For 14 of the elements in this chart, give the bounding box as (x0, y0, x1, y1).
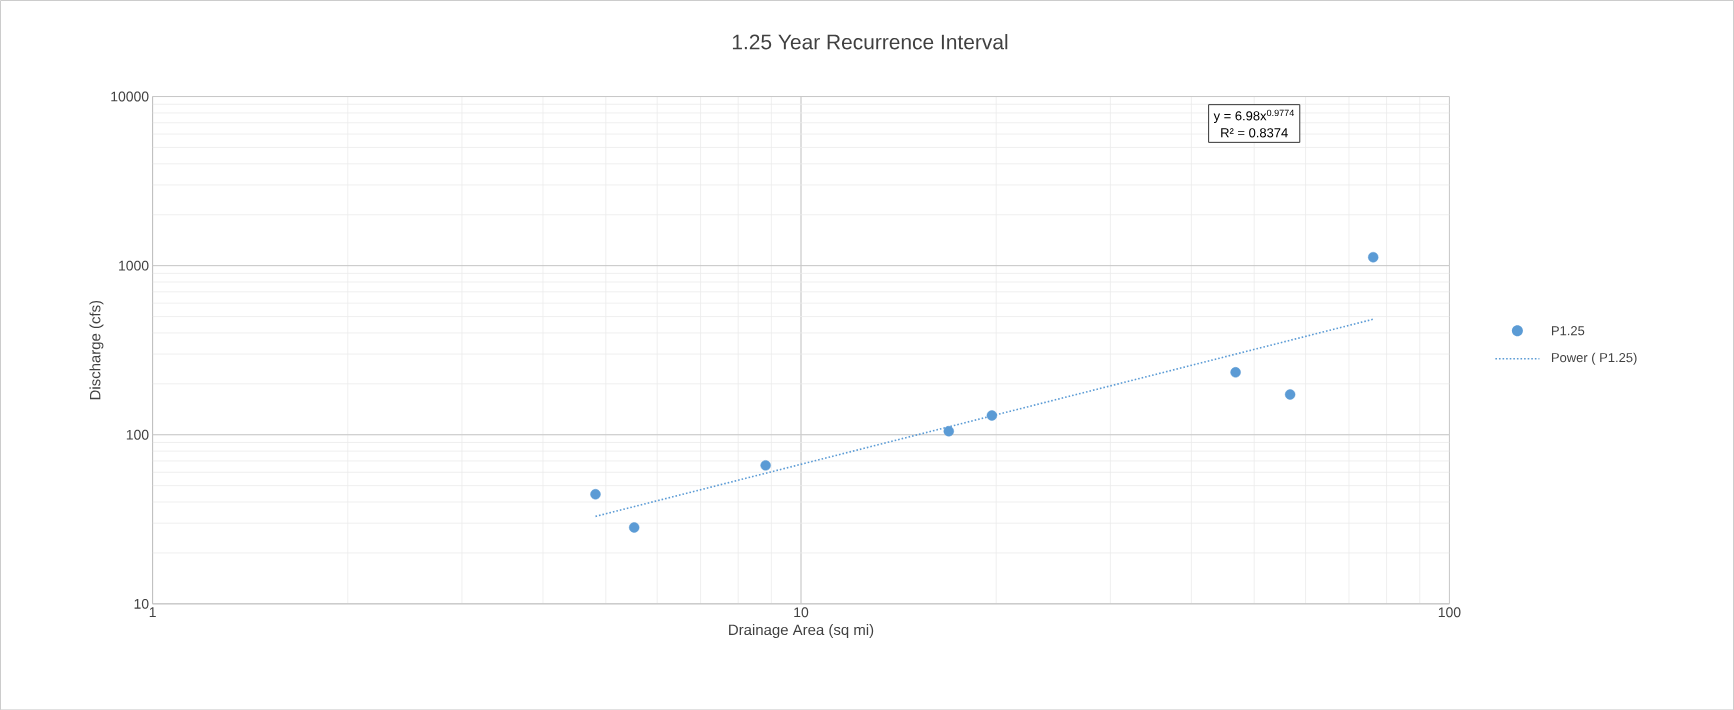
x-tick-label: 1 (149, 607, 156, 617)
x-tick-label: 100 (1438, 607, 1461, 618)
y-tick-label: 10000 (111, 91, 149, 102)
y-axis-title: Discharge (cfs) (89, 300, 104, 400)
x-tick-label: 10 (794, 607, 809, 618)
y-tick-label: 1000 (119, 260, 149, 271)
annotation: R² = 0.8374 (1221, 128, 1288, 138)
y-tick-label: 10 (134, 598, 149, 609)
chart-title: 1.25 Year Recurrence Interval (732, 33, 1008, 50)
annotation: y = 6.98x$^{0.9774}$ (1213, 109, 1295, 123)
y-tick-label: 100 (126, 429, 149, 440)
x-axis-title: Drainage Area (sq mi) (729, 623, 874, 638)
legend-label: Power ( P1.25) (1551, 352, 1637, 365)
legend-label: P1.25 (1551, 325, 1585, 336)
